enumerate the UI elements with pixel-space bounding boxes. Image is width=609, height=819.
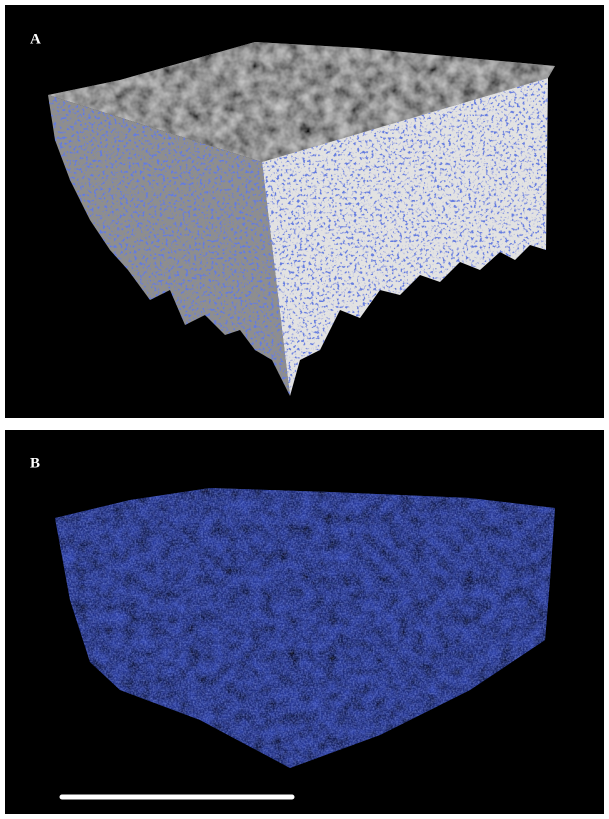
panel-a: A	[5, 5, 604, 418]
panel-label: B	[30, 455, 40, 471]
panel-b: B	[5, 430, 604, 814]
figure: A B	[0, 0, 609, 819]
panel-label: A	[30, 31, 41, 47]
